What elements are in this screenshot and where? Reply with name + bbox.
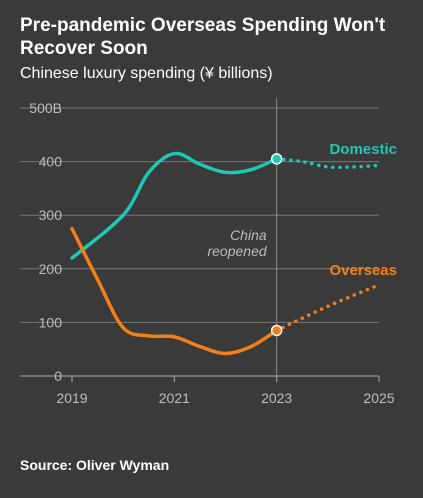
x-tick-label: 2019 — [56, 390, 87, 406]
x-tick-label: 2021 — [159, 390, 190, 406]
source-note: Source: Oliver Wyman — [20, 457, 170, 473]
annotation-label: China — [230, 227, 267, 243]
domestic-marker — [270, 153, 283, 165]
y-tick-label: 100 — [39, 314, 63, 330]
x-tick-label: 2025 — [363, 390, 394, 406]
overseas-marker — [270, 324, 283, 337]
overseas-line — [70, 226, 279, 356]
domestic-label: Domestic — [329, 141, 397, 158]
y-tick-label: 500B — [29, 100, 62, 116]
y-tick-label: 200 — [39, 261, 63, 277]
overseas-label: Overseas — [329, 262, 397, 279]
overseas-projection — [274, 283, 381, 333]
chart-title: Pre-pandemic Overseas Spending Won't Rec… — [20, 15, 386, 59]
x-tick-label: 2023 — [261, 390, 292, 406]
chart-subtitle: Chinese luxury spending (¥ billions) — [20, 65, 273, 82]
domestic-line — [70, 151, 279, 260]
annotation-label: reopened — [207, 243, 267, 259]
domestic-projection — [274, 157, 381, 170]
y-tick-label: 400 — [39, 154, 63, 170]
y-tick-label: 300 — [39, 207, 63, 223]
